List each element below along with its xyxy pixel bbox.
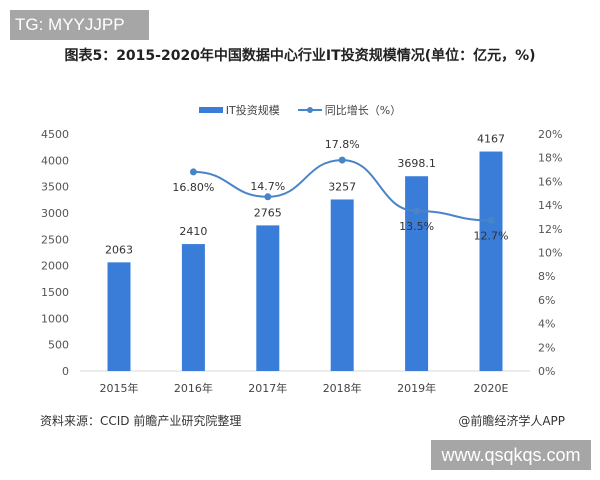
left-tick-label: 4000 [41, 154, 69, 167]
right-tick-label: 10% [538, 247, 562, 260]
left-tick-label: 2500 [41, 233, 69, 246]
legend-bar-swatch [198, 107, 223, 113]
growth-value-label: 13.5% [399, 220, 434, 233]
left-tick-label: 1500 [41, 286, 69, 299]
growth-value-label: 17.8% [325, 138, 360, 151]
x-tick-label: 2015年 [100, 381, 139, 395]
bar [479, 151, 503, 371]
bar-value-label: 2063 [105, 243, 133, 256]
right-tick-label: 20% [538, 128, 562, 141]
bar [405, 176, 429, 371]
right-tick-label: 4% [538, 318, 555, 331]
watermark-top: TG: MYYJJPP [10, 10, 149, 40]
credit-note: @前瞻经济学人APP [458, 414, 565, 428]
growth-point [338, 156, 346, 164]
bar [330, 199, 354, 371]
growth-point [487, 217, 495, 225]
right-tick-label: 8% [538, 270, 555, 283]
growth-point [413, 207, 421, 215]
right-tick-label: 0% [538, 365, 555, 378]
left-tick-label: 0 [62, 365, 69, 378]
x-tick-label: 2020E [474, 382, 509, 395]
right-tick-label: 16% [538, 175, 562, 188]
bar [181, 244, 205, 371]
x-tick-label: 2018年 [323, 381, 362, 395]
legend-line-swatch [297, 107, 322, 113]
growth-point [264, 193, 272, 201]
growth-point [189, 168, 197, 176]
left-tick-label: 3500 [41, 181, 69, 194]
chart-title: 图表5：2015-2020年中国数据中心行业IT投资规模情况(单位：亿元，%) [64, 48, 536, 64]
right-tick-label: 12% [538, 223, 562, 236]
legend-line-label: 同比增长（%） [324, 104, 402, 117]
growth-value-label: 16.80% [172, 181, 214, 194]
right-tick-label: 18% [538, 152, 562, 165]
x-tick-label: 2016年 [174, 381, 213, 395]
x-tick-label: 2019年 [397, 381, 436, 395]
legend-bar-label: IT投资规模 [225, 104, 280, 117]
bar-value-label: 4167 [477, 133, 505, 146]
x-tick-label: 2017年 [248, 381, 287, 395]
bar [107, 262, 131, 371]
left-tick-label: 1000 [41, 312, 69, 325]
legend: IT投资规模 同比增长（%） [0, 102, 600, 118]
growth-value-label: 12.7% [474, 230, 509, 243]
growth-value-label: 14.7% [250, 180, 285, 193]
left-tick-label: 2000 [41, 260, 69, 273]
bar-value-label: 2765 [254, 206, 282, 219]
right-tick-label: 6% [538, 294, 555, 307]
left-tick-label: 4500 [41, 128, 69, 141]
bar-value-label: 2410 [179, 225, 207, 238]
watermark-bottom: www.qsqkqs.com [431, 440, 591, 470]
right-tick-label: 14% [538, 199, 562, 212]
right-tick-label: 2% [538, 341, 555, 354]
bar-value-label: 3698.1 [397, 157, 436, 170]
left-tick-label: 500 [48, 339, 69, 352]
left-tick-label: 3000 [41, 207, 69, 220]
bar [256, 225, 280, 371]
source-note: 资料来源：CCID 前瞻产业研究院整理 [40, 414, 242, 428]
bar-value-label: 3257 [328, 180, 356, 193]
